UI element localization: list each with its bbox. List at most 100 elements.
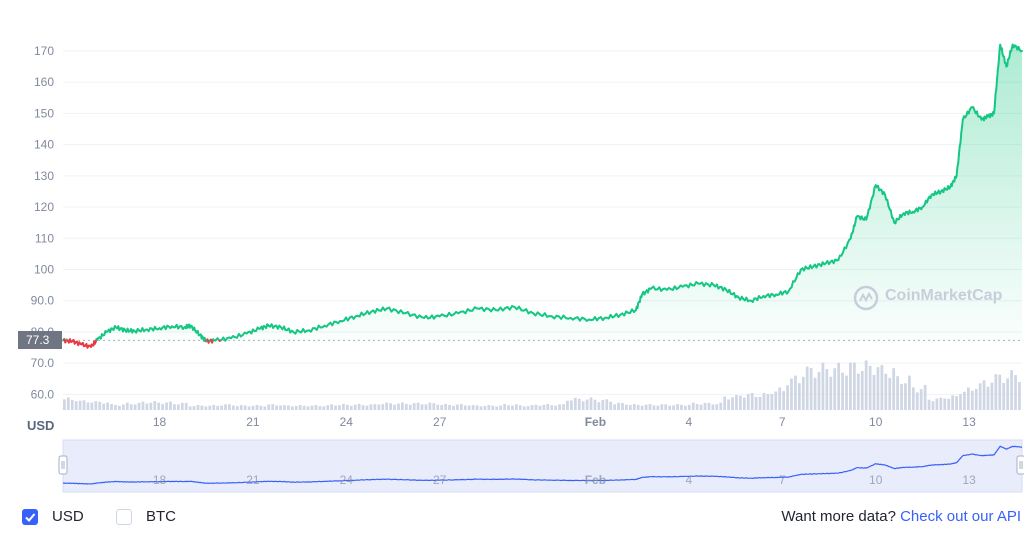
navigator-left-handle[interactable] (58, 455, 68, 475)
range-navigator[interactable]: 18 21 24 27 Feb 4 7 10 13 (58, 439, 1024, 493)
volume-bar (617, 402, 620, 410)
volume-bar (522, 406, 526, 410)
volume-bar (919, 389, 923, 410)
navigator-right-handle[interactable] (1016, 455, 1024, 475)
y-tick-label: 110 (35, 231, 54, 245)
volume-bar (507, 405, 510, 410)
volume-bar (110, 404, 113, 410)
volume-bar (727, 399, 730, 410)
volume-bar (896, 376, 899, 410)
chart-footer: USD BTC Want more data? Check out our AP… (0, 503, 1024, 533)
price-line-segment (961, 118, 964, 128)
y-tick-label: 140 (34, 138, 54, 152)
volume-bar (330, 404, 334, 410)
volume-bar (691, 402, 695, 410)
volume-bar (161, 404, 165, 410)
volume-bar (373, 404, 377, 410)
price-line-segment (993, 93, 997, 107)
volume-bar (790, 378, 793, 410)
volume-bar (290, 406, 294, 410)
x-tick-label: 24 (340, 415, 354, 429)
volume-bar (970, 390, 974, 410)
volume-bar (959, 394, 962, 410)
usd-option-label[interactable]: USD (52, 508, 84, 525)
navigator-tick-label: 7 (779, 473, 786, 487)
price-chart[interactable]: 60.070.080.090.0100110120130140150160170… (0, 0, 1024, 500)
volume-bar (609, 401, 613, 410)
volume-bar (566, 400, 569, 410)
price-line-segment (995, 77, 999, 91)
volume-bar (593, 399, 597, 410)
volume-bar (416, 402, 420, 410)
volume-bar (554, 405, 558, 410)
volume-bar (267, 404, 271, 410)
volume-bar (404, 403, 408, 410)
volume-bar (381, 404, 385, 410)
currency-axis-label: USD (27, 418, 55, 433)
volume-bar (809, 368, 813, 410)
volume-bar (876, 367, 880, 410)
api-promo: Want more data? Check out our API (781, 508, 1021, 525)
volume-bar (597, 402, 601, 410)
volume-bar (518, 405, 522, 410)
volume-bar (632, 404, 636, 410)
y-tick-label: 120 (34, 200, 54, 214)
volume-bar (129, 404, 133, 410)
volume-bar (66, 397, 70, 410)
volume-bar (746, 393, 750, 410)
check-api-link[interactable]: Check out our API (900, 508, 1021, 525)
volume-bar (298, 405, 302, 410)
volume-bar (656, 405, 660, 410)
volume-bar (908, 375, 911, 410)
volume-bar (683, 405, 687, 410)
price-line-segment (790, 280, 795, 289)
volume-bar (302, 405, 306, 410)
volume-bar (283, 405, 286, 410)
volume-bar (157, 402, 161, 410)
price-line-segment (959, 131, 963, 144)
grid-lines (63, 50, 1022, 395)
volume-bar (393, 404, 396, 410)
volume-bar (589, 397, 593, 410)
btc-option-label[interactable]: BTC (146, 508, 176, 525)
volume-bar (719, 402, 723, 410)
volume-bar (196, 405, 200, 410)
volume-bar (963, 391, 966, 410)
navigator-tick-label: 21 (246, 473, 260, 487)
volume-bar (951, 395, 954, 410)
volume-bar (892, 368, 896, 410)
price-line-segment (955, 166, 959, 177)
volume-bar (448, 404, 451, 410)
volume-bar (923, 385, 927, 410)
y-tick-label: 70.0 (31, 356, 55, 370)
btc-checkbox[interactable] (116, 509, 132, 525)
volume-bar (849, 362, 852, 410)
volume-bar (188, 406, 192, 410)
navigator-tick-label: 27 (433, 473, 447, 487)
volume-bar (821, 362, 825, 410)
volume-bar (766, 394, 770, 410)
volume-bar (986, 386, 990, 410)
volume-bar (577, 398, 581, 410)
volume-bar (955, 396, 958, 410)
volume-bar (137, 402, 141, 410)
volume-bar (711, 404, 715, 410)
y-tick-label: 100 (34, 263, 54, 277)
volume-bar (90, 402, 94, 410)
volume-bar (310, 405, 314, 410)
y-tick-label: 130 (34, 169, 54, 183)
volume-bar (141, 401, 145, 410)
volume-bar (628, 405, 632, 410)
volume-bar (499, 405, 503, 410)
volume-bar (695, 404, 699, 410)
volume-bar (208, 405, 212, 410)
volume-bar (904, 383, 907, 410)
volume-bar (927, 399, 931, 410)
y-tick-label: 150 (34, 106, 54, 120)
volume-bar (255, 405, 259, 410)
usd-checkbox[interactable] (22, 509, 38, 525)
volume-bar (786, 385, 789, 410)
y-tick-label: 160 (34, 75, 54, 89)
price-line-segment (960, 125, 964, 134)
volume-bar (966, 387, 970, 410)
